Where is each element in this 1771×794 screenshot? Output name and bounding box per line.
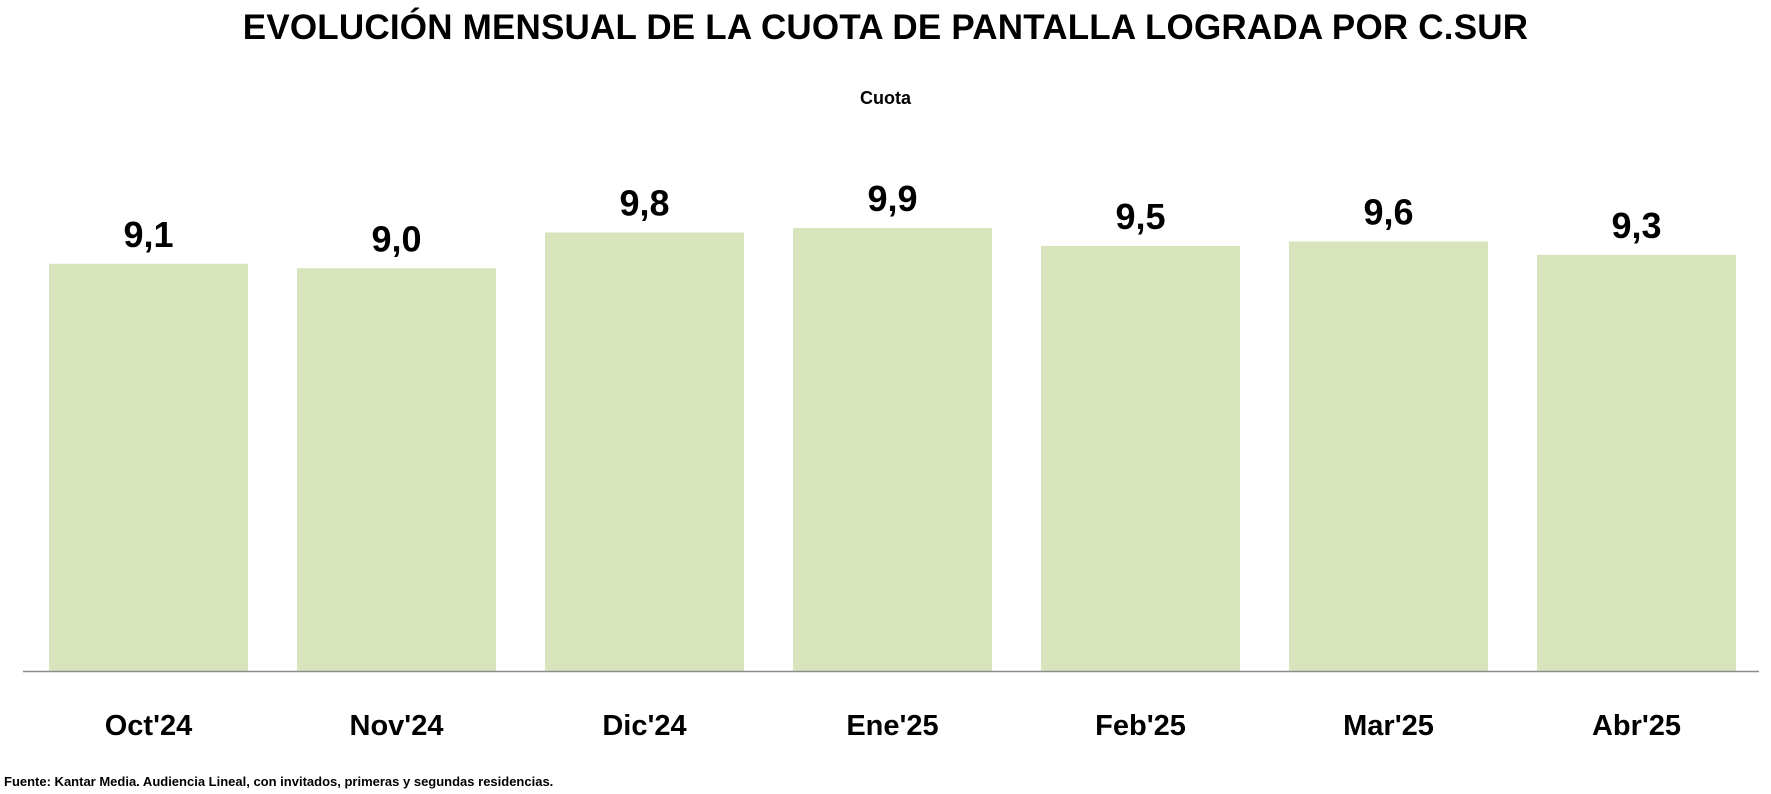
data-label-6: 9,3 [1611,205,1661,246]
bar-5 [1289,241,1488,671]
x-tick-label-4: Feb'25 [1095,710,1186,742]
data-label-0: 9,1 [123,214,173,255]
data-label-1: 9,0 [371,218,421,259]
x-tick-label-2: Dic'24 [602,710,686,742]
bar-0 [49,263,248,671]
data-label-5: 9,6 [1363,191,1413,232]
source-footnote: Fuente: Kantar Media. Audiencia Lineal, … [4,774,554,789]
bar-1 [297,268,496,671]
bar-2 [545,232,744,671]
chart-subtitle: Cuota [860,88,911,108]
chart-title: EVOLUCIÓN MENSUAL DE LA CUOTA DE PANTALL… [242,8,1529,47]
bar-3 [793,227,992,671]
data-label-4: 9,5 [1115,196,1165,237]
x-tick-label-1: Nov'24 [350,710,444,742]
x-tick-label-0: Oct'24 [105,710,193,742]
bar-4 [1041,245,1240,671]
bar-6 [1537,254,1736,671]
x-tick-label-5: Mar'25 [1343,710,1434,742]
x-tick-label-6: Abr'25 [1592,710,1681,742]
data-label-2: 9,8 [619,182,669,223]
data-label-3: 9,9 [867,178,917,219]
x-tick-label-3: Ene'25 [846,710,938,742]
